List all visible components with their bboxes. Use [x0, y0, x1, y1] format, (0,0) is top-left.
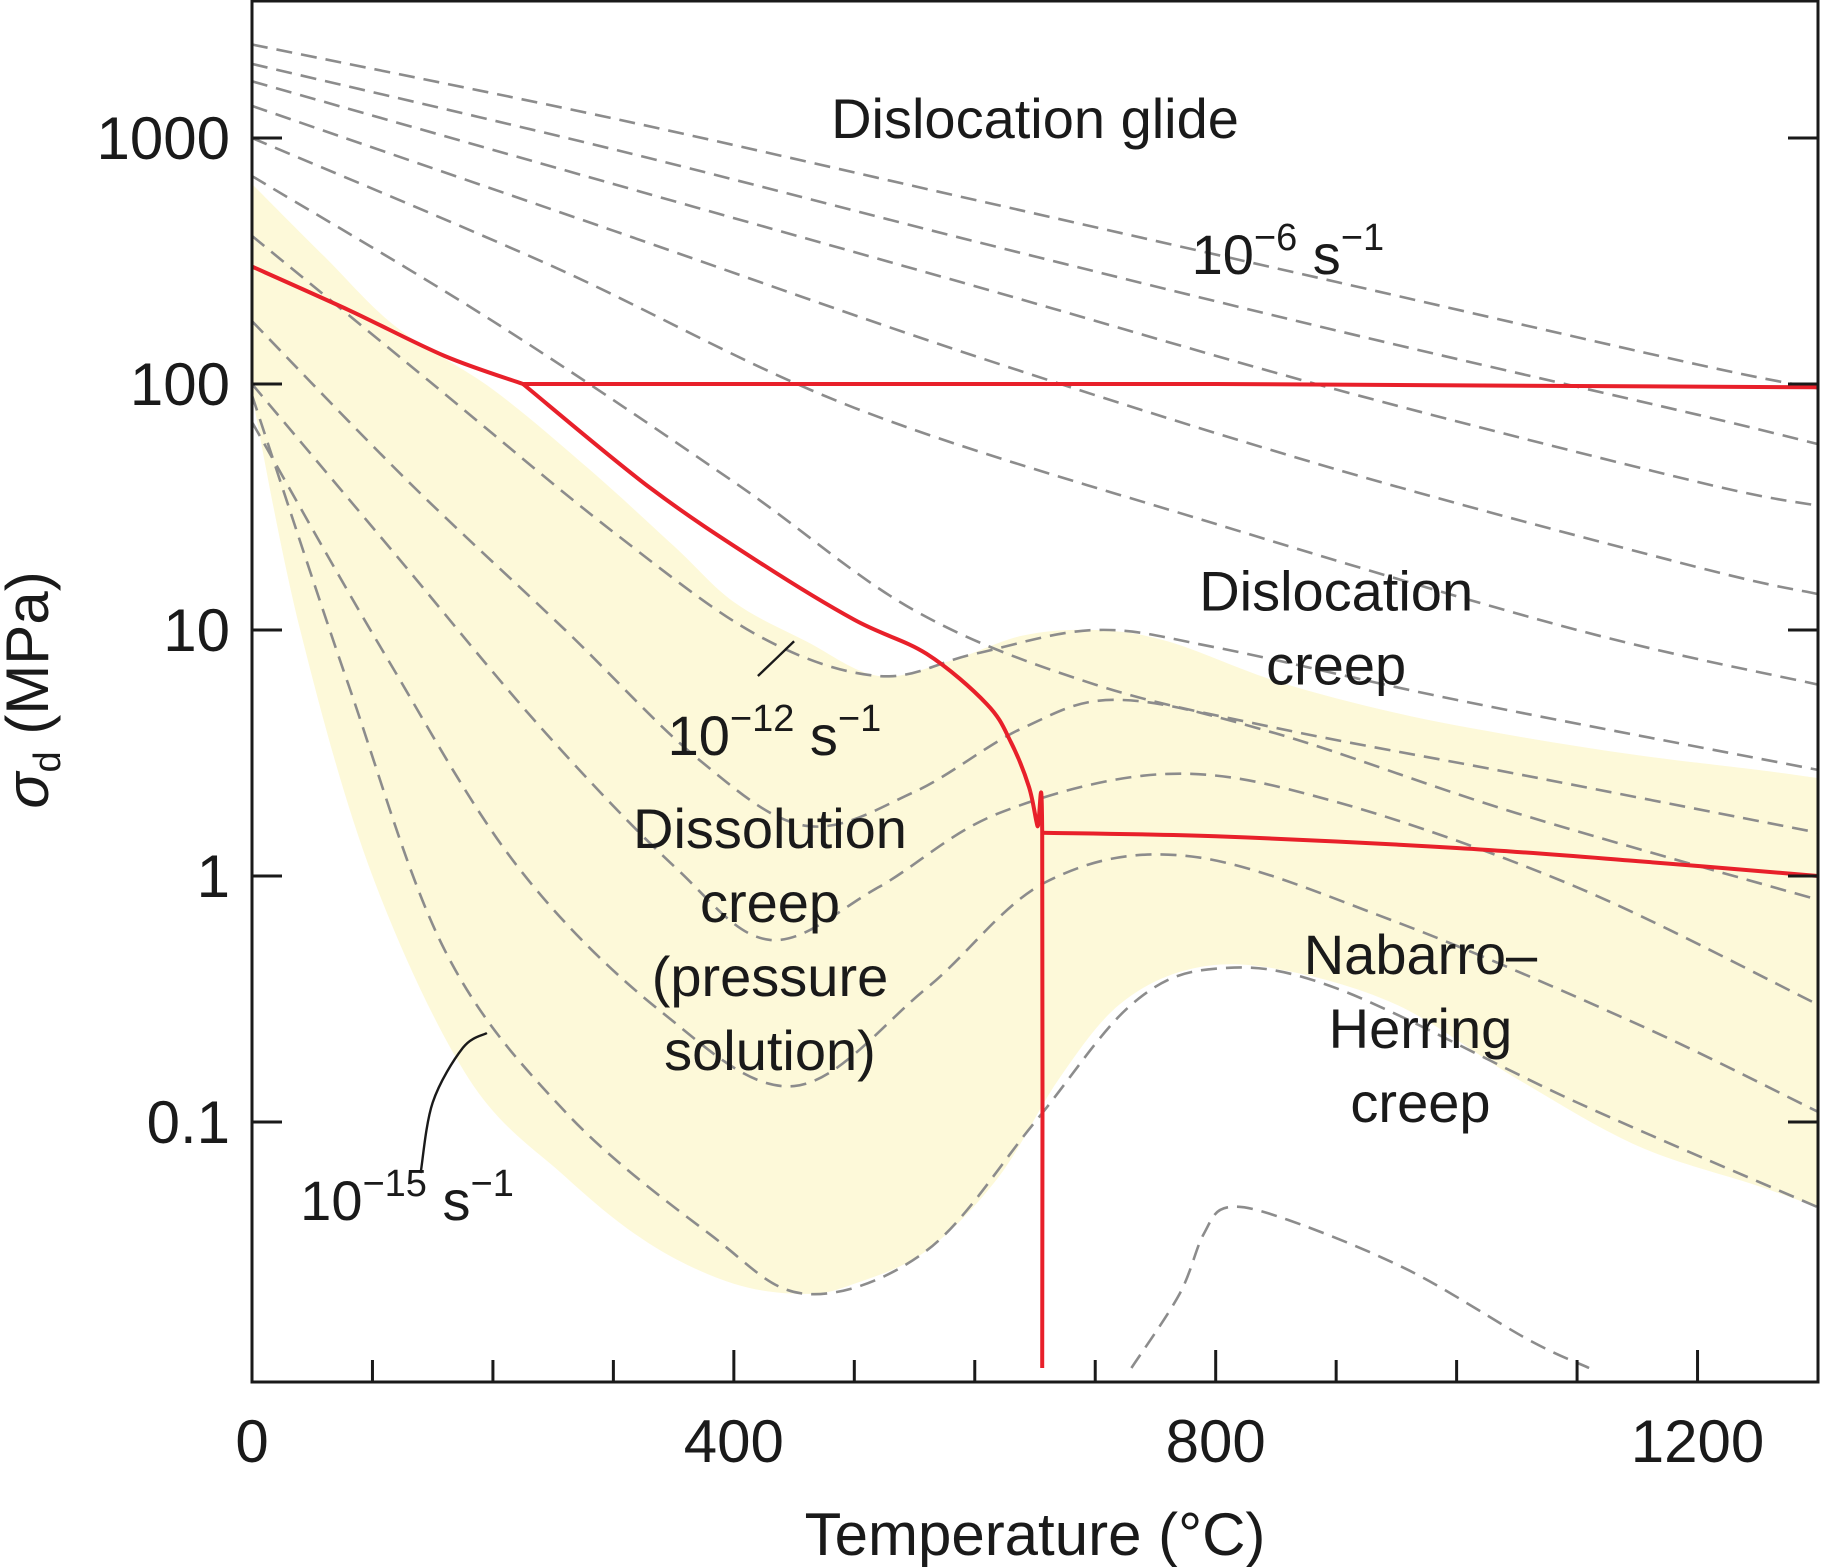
y-tick-label: 100	[130, 351, 230, 418]
y-axis-title: σd (MPa)	[0, 571, 69, 808]
rate-label-1e-12: 10−12 s−1	[668, 698, 882, 767]
y-tick-label: 1000	[97, 105, 230, 172]
strain-rate-contours	[252, 43, 1818, 1370]
strain-rate-contour-11	[252, 394, 1818, 1296]
rate-exponent: −6	[1254, 217, 1297, 259]
strain-rate-contour-10	[252, 421, 1818, 1113]
x-axis-title: Temperature (°C)	[805, 1501, 1266, 1567]
rate-unit: s	[1297, 223, 1341, 286]
x-tick-label: 1200	[1631, 1408, 1764, 1475]
dislocation-nabarro-boundary	[1042, 830, 1818, 878]
region-label-dissolution-creep: Dissolution creep (pressure solution)	[633, 797, 907, 1082]
strain-rate-contour-4	[252, 104, 1818, 596]
rate-label-1e-15: 10−15 s−1	[300, 1163, 514, 1232]
region-label-line: Herring	[1329, 997, 1513, 1060]
leader-1e-15	[419, 1031, 488, 1174]
rate-unit-exponent: −1	[838, 698, 881, 740]
strain-rate-contour-5	[252, 136, 1818, 686]
rate-label-1e-6: 10−6 s−1	[1192, 217, 1385, 286]
rate-exponent: −12	[730, 698, 794, 740]
region-label-line: solution)	[664, 1019, 876, 1082]
shaded-region-layer	[252, 184, 1818, 1294]
x-tick-label: 800	[1166, 1408, 1266, 1475]
region-label-nabarro-herring-creep: Nabarro– Herring creep	[1304, 923, 1538, 1134]
strain-rate-contour-7	[252, 234, 1818, 772]
axes	[250, 0, 1820, 1384]
strain-rate-contour-2	[252, 62, 1818, 446]
rate-unit: s	[427, 1169, 471, 1232]
y-tick-label: 10	[163, 597, 230, 664]
strain-rate-contour-12	[1130, 1205, 1590, 1370]
rate-unit: s	[794, 704, 838, 767]
y-axis-symbol: σ	[0, 770, 61, 809]
region-label-line: creep	[1350, 1071, 1490, 1134]
rate-base: 10	[668, 704, 730, 767]
y-axis-unit: (MPa)	[0, 571, 61, 751]
mechanism-boundaries	[252, 264, 1818, 1369]
y-tick-label: 1	[197, 843, 230, 910]
region-label-line: Dislocation	[1199, 560, 1473, 623]
dissolution-dislocation-boundary	[521, 382, 1045, 1369]
axis-ticks: 0 400 800 1200 1000 100 10 1 0.1	[97, 105, 1818, 1475]
region-label-dislocation-glide: Dislocation glide	[831, 87, 1239, 150]
region-label-line: Dislocation glide	[831, 87, 1239, 150]
x-tick-label: 400	[684, 1408, 784, 1475]
rate-labels: 10−6 s−110−12 s−110−15 s−1	[300, 217, 1384, 1232]
y-tick-label: 0.1	[147, 1089, 230, 1156]
region-label-line: creep	[1266, 634, 1406, 697]
leader-lines	[419, 640, 795, 1174]
strain-rate-contour-6	[252, 174, 1818, 834]
region-label-dislocation-creep: Dislocation creep	[1199, 560, 1473, 697]
strain-rate-contour-3	[252, 80, 1818, 507]
y-axis-subscript: d	[27, 751, 69, 772]
strain-rate-contour-9	[252, 383, 1818, 1006]
plot-frame	[250, 0, 1820, 1384]
rate-base: 10	[1192, 223, 1254, 286]
glide-creep-boundary	[252, 264, 1818, 390]
region-label-line: Dissolution	[633, 797, 907, 860]
rate-unit-exponent: −1	[471, 1163, 514, 1205]
strain-rate-contour-1	[252, 43, 1818, 390]
rate-base: 10	[300, 1169, 362, 1232]
region-label-line: (pressure	[652, 945, 889, 1008]
shaded-region	[252, 184, 1818, 1294]
region-label-line: creep	[700, 871, 840, 934]
rate-exponent: −15	[362, 1163, 426, 1205]
rate-unit-exponent: −1	[1341, 217, 1384, 259]
region-label-line: Nabarro–	[1304, 923, 1538, 986]
x-tick-label: 0	[235, 1408, 268, 1475]
leader-1e-12	[757, 640, 795, 677]
